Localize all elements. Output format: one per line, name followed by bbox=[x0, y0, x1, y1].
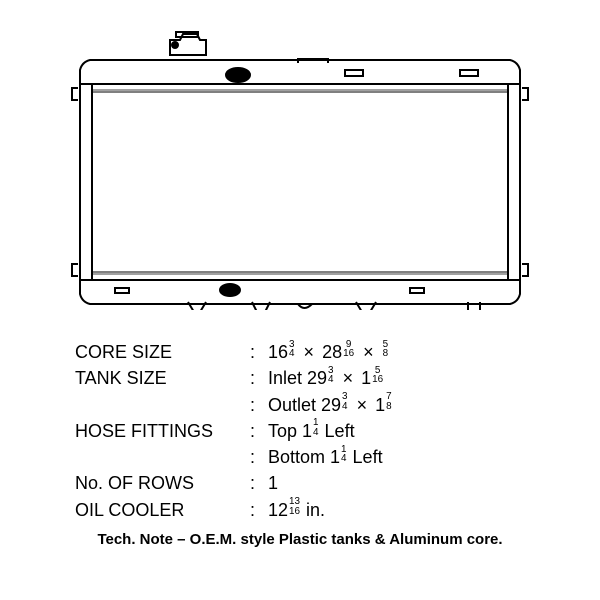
spec-colon: : bbox=[250, 366, 268, 390]
tech-note: Tech. Note – O.E.M. style Plastic tanks … bbox=[75, 530, 525, 550]
specs-table: CORE SIZE:1634 × 28916 × 58TANK SIZE:Inl… bbox=[75, 340, 525, 550]
spec-row: TANK SIZE:Inlet 2934 × 1516 bbox=[75, 366, 525, 390]
spec-row: HOSE FITTINGS:Top 114 Left bbox=[75, 419, 525, 443]
spec-value: 1634 × 28916 × 58 bbox=[268, 340, 525, 364]
spec-value: 121316 in. bbox=[268, 498, 525, 522]
spec-value: 1 bbox=[268, 471, 525, 495]
spec-colon: : bbox=[250, 393, 268, 417]
spec-value: Bottom 114 Left bbox=[268, 445, 525, 469]
spec-colon: : bbox=[250, 471, 268, 495]
spec-label bbox=[75, 445, 250, 469]
spec-colon: : bbox=[250, 340, 268, 364]
spec-colon: : bbox=[250, 419, 268, 443]
spec-value: Top 114 Left bbox=[268, 419, 525, 443]
spec-colon: : bbox=[250, 498, 268, 522]
spec-label: TANK SIZE bbox=[75, 366, 250, 390]
spec-row: :Outlet 2934 × 178 bbox=[75, 393, 525, 417]
spec-value: Inlet 2934 × 1516 bbox=[268, 366, 525, 390]
spec-label: No. OF ROWS bbox=[75, 471, 250, 495]
spec-value: Outlet 2934 × 178 bbox=[268, 393, 525, 417]
spec-colon: : bbox=[250, 445, 268, 469]
spec-row: CORE SIZE:1634 × 28916 × 58 bbox=[75, 340, 525, 364]
page-container: CORE SIZE:1634 × 28916 × 58TANK SIZE:Inl… bbox=[0, 0, 600, 600]
spec-label: CORE SIZE bbox=[75, 340, 250, 364]
spec-row: OIL COOLER:121316 in. bbox=[75, 498, 525, 522]
spec-label: HOSE FITTINGS bbox=[75, 419, 250, 443]
spec-row: :Bottom 114 Left bbox=[75, 445, 525, 469]
radiator-diagram bbox=[60, 30, 540, 310]
spec-label bbox=[75, 393, 250, 417]
spec-label: OIL COOLER bbox=[75, 498, 250, 522]
spec-row: No. OF ROWS:1 bbox=[75, 471, 525, 495]
